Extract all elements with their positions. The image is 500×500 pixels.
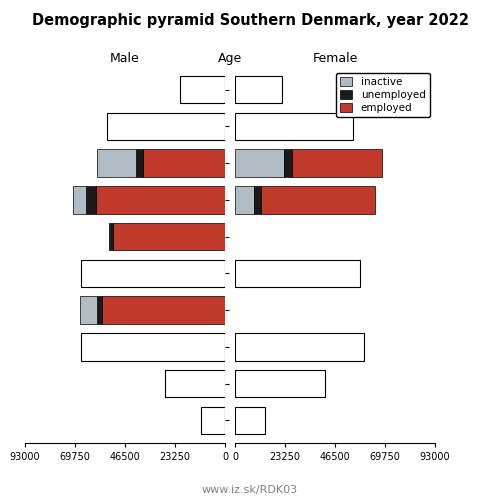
Bar <box>81 333 225 360</box>
Text: Demographic pyramid Southern Denmark, year 2022: Demographic pyramid Southern Denmark, ye… <box>32 12 469 28</box>
Bar <box>97 150 136 177</box>
Bar <box>180 76 225 104</box>
Bar <box>102 296 225 324</box>
Bar <box>235 370 326 398</box>
Text: Age: Age <box>218 52 242 65</box>
Bar <box>136 150 143 177</box>
Bar <box>235 260 360 287</box>
Bar <box>235 333 364 360</box>
Bar <box>97 296 102 324</box>
Bar <box>254 186 261 214</box>
Bar <box>292 150 382 177</box>
Bar <box>74 186 86 214</box>
Bar <box>235 186 255 214</box>
Bar <box>81 260 225 287</box>
Bar <box>86 186 96 214</box>
Bar <box>106 112 225 140</box>
Title: Female: Female <box>312 52 358 65</box>
Bar <box>202 406 225 434</box>
Bar <box>113 223 225 250</box>
Bar <box>109 223 113 250</box>
Bar <box>284 150 292 177</box>
Bar <box>235 406 265 434</box>
Title: Male: Male <box>110 52 140 65</box>
Text: www.iz.sk/RDK03: www.iz.sk/RDK03 <box>202 485 298 495</box>
Bar <box>144 150 225 177</box>
Bar <box>235 76 282 104</box>
Bar <box>80 296 97 324</box>
Bar <box>235 150 284 177</box>
Bar <box>96 186 225 214</box>
Bar <box>261 186 375 214</box>
Bar <box>165 370 225 398</box>
Bar <box>235 112 354 140</box>
Legend: inactive, unemployed, employed: inactive, unemployed, employed <box>336 72 430 117</box>
